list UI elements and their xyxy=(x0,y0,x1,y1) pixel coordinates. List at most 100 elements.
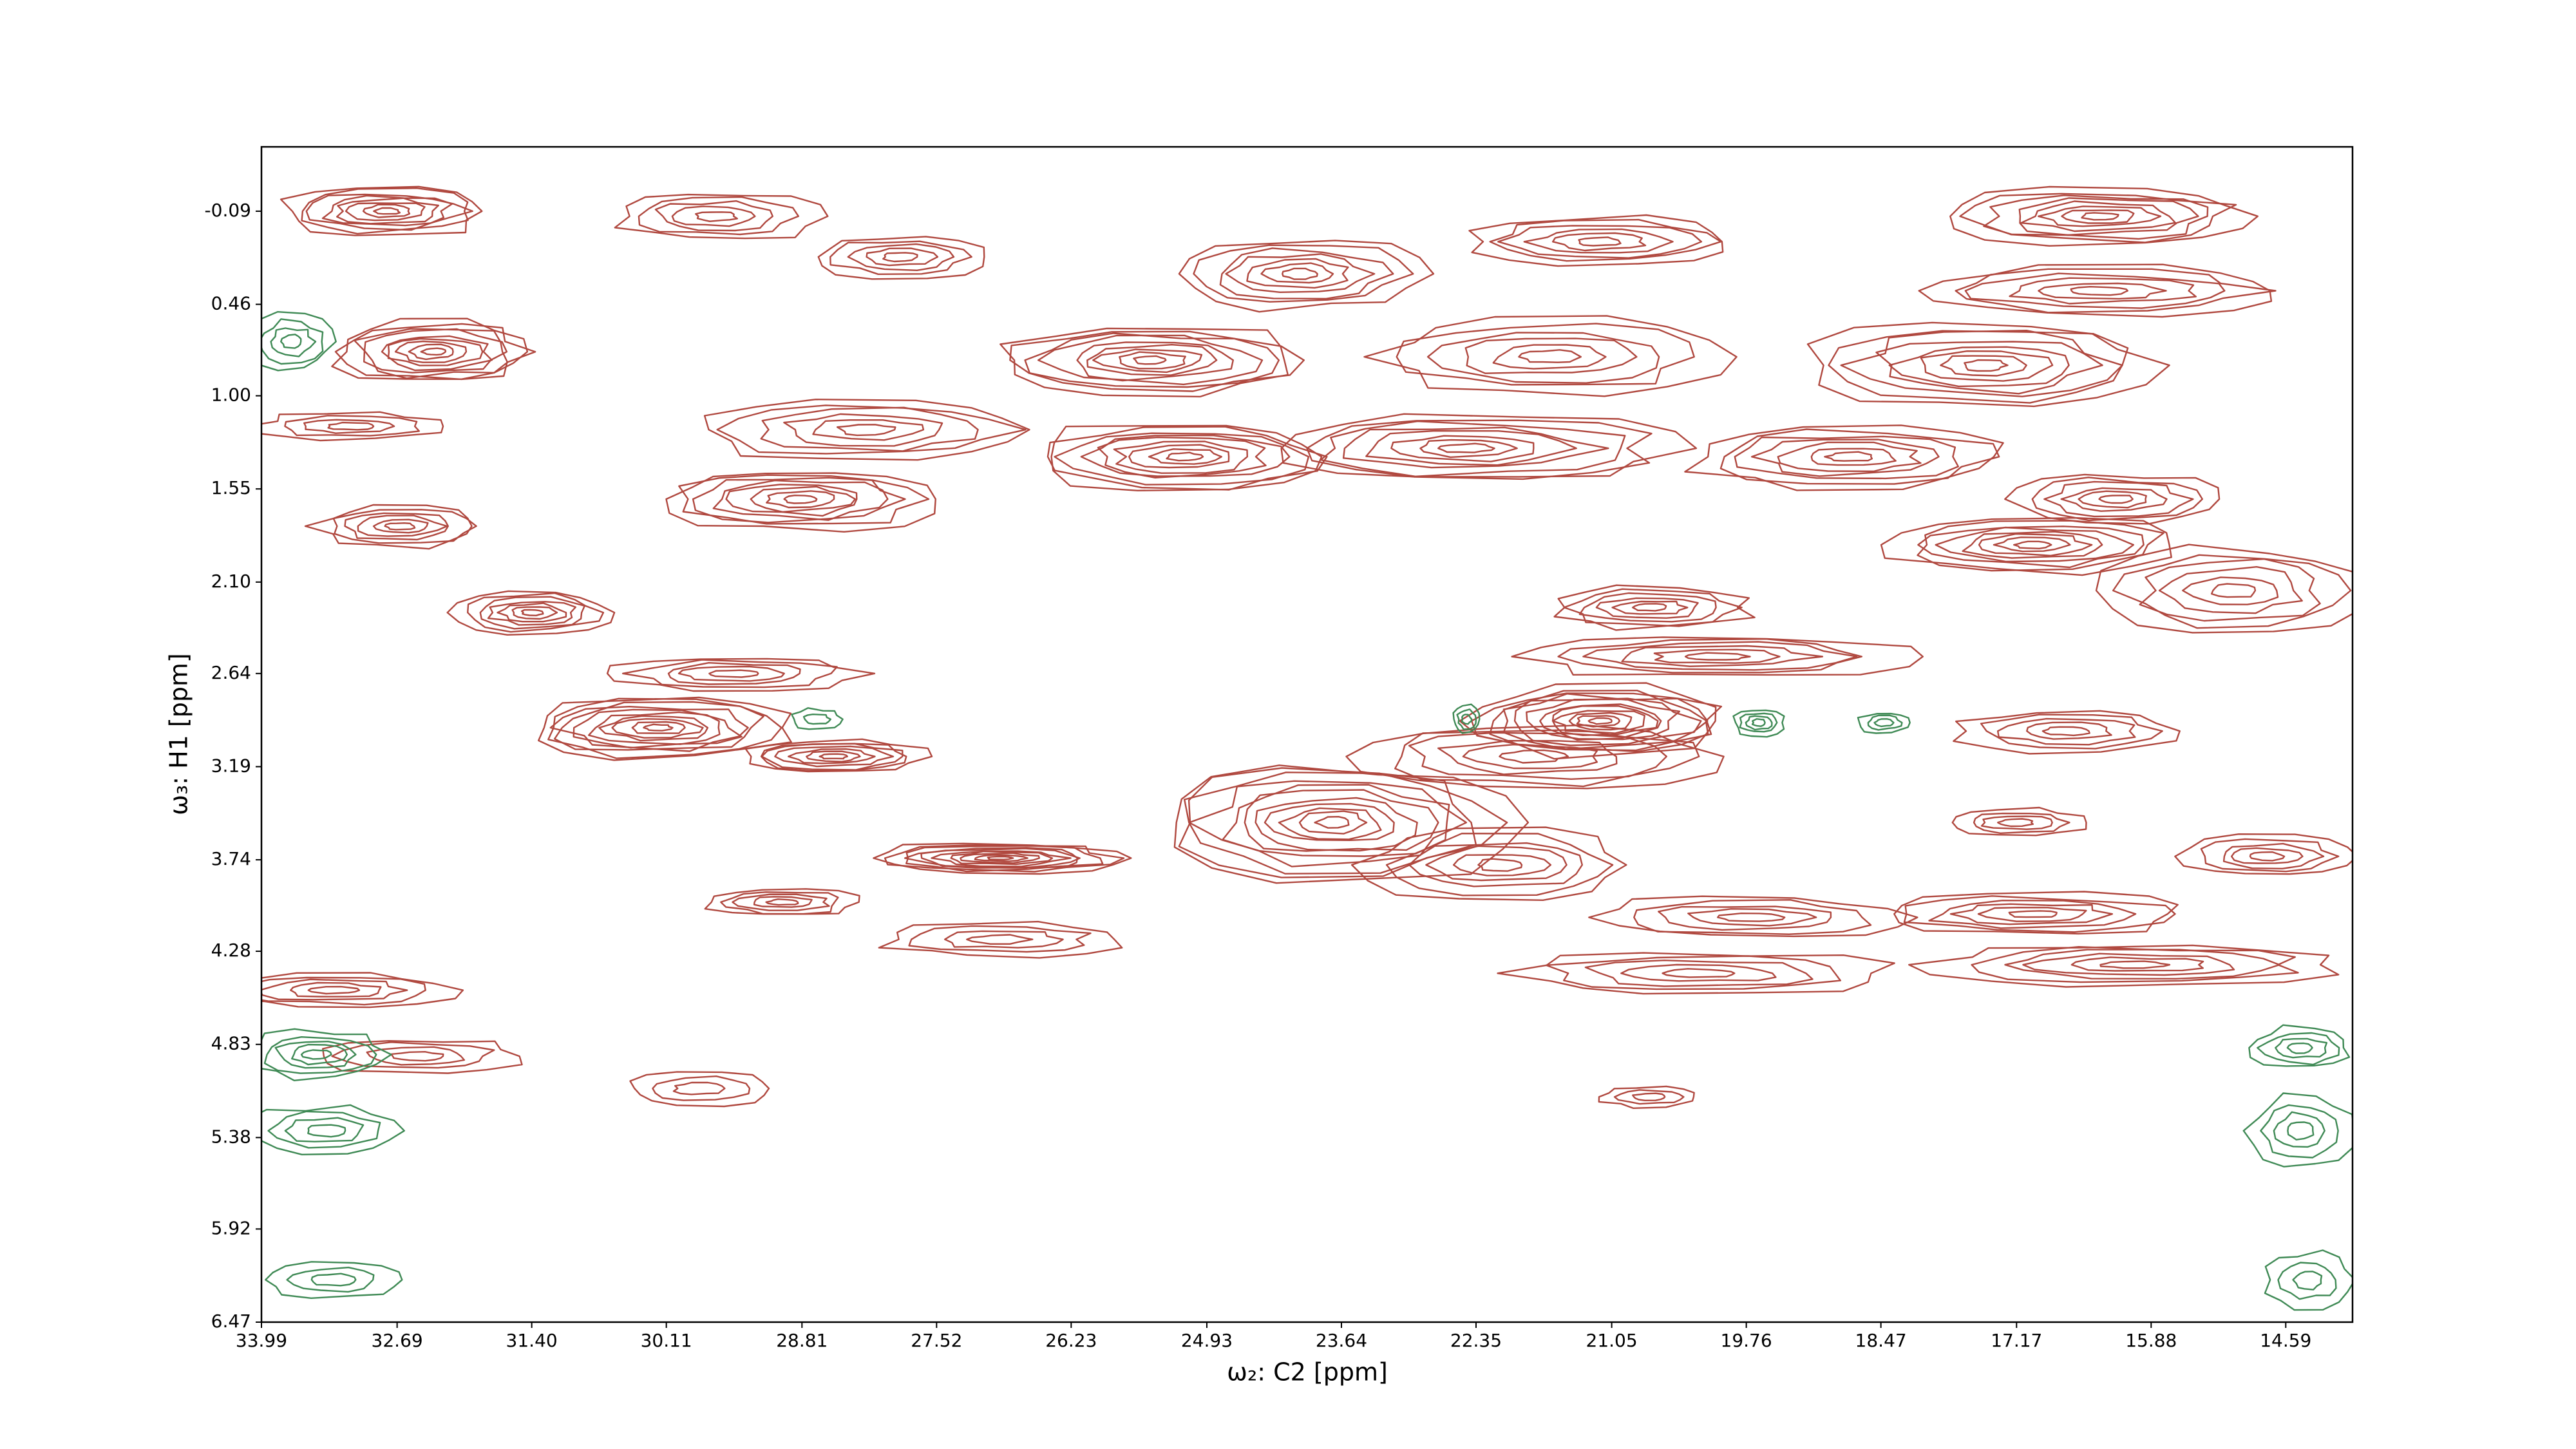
contour-level xyxy=(766,490,835,509)
contour-level xyxy=(1888,346,2070,388)
contour-level xyxy=(290,981,382,998)
x-tick-label: 18.47 xyxy=(1855,1330,1907,1351)
contour-level xyxy=(1511,636,1924,676)
contour-level xyxy=(1632,1092,1666,1102)
contour-level xyxy=(1964,272,2226,309)
contour-level xyxy=(1810,448,1897,466)
x-tick-label: 19.76 xyxy=(1721,1330,1772,1351)
contour-level xyxy=(1980,714,2163,750)
contour-level xyxy=(1097,436,1267,478)
contour-level xyxy=(1526,698,1681,741)
x-tick-label: 27.52 xyxy=(911,1330,962,1351)
contour-level xyxy=(1408,842,1584,887)
contour-level xyxy=(819,753,849,760)
contour-level xyxy=(1620,963,1777,982)
contour-level xyxy=(2277,1262,2337,1300)
contour-level xyxy=(373,207,401,215)
contour-level xyxy=(1461,714,1473,725)
contour-level xyxy=(511,606,558,620)
contour-level xyxy=(1553,584,1756,631)
contour-level xyxy=(1824,451,1873,462)
contour-level xyxy=(931,850,1072,867)
contour-level xyxy=(420,347,447,356)
contour-level xyxy=(1978,533,2093,556)
contour-level xyxy=(284,1117,365,1142)
contour-level xyxy=(1086,344,1218,376)
contour-level xyxy=(261,1104,405,1156)
contour-level xyxy=(1173,764,1530,884)
contour-level xyxy=(1949,903,2114,925)
contour-level xyxy=(1477,858,1523,872)
contour-level xyxy=(322,1039,523,1074)
contour-level xyxy=(999,327,1289,398)
contour-level xyxy=(2038,282,2167,300)
y-tick-label: -0.09 xyxy=(205,200,251,221)
contour-level xyxy=(829,240,972,275)
contour-level xyxy=(950,850,1054,866)
contour-level xyxy=(554,701,764,751)
contour-level xyxy=(598,715,709,742)
contour-level xyxy=(908,925,1092,953)
contour-level xyxy=(1518,349,1582,363)
contour-level xyxy=(1523,228,1674,254)
contour-level xyxy=(2098,495,2134,504)
contour-level xyxy=(765,898,799,906)
contour-level xyxy=(1425,845,1567,882)
contour-level xyxy=(1935,526,2135,563)
contour-level xyxy=(943,930,1064,949)
contour-level xyxy=(1875,341,2103,395)
contour-level xyxy=(1917,526,2145,569)
contour-level xyxy=(2022,952,2235,976)
contour-level xyxy=(1452,854,1552,876)
contour-level xyxy=(1750,439,1940,477)
contour-level xyxy=(2043,480,2194,518)
contour-level xyxy=(336,197,439,225)
contour-level xyxy=(1949,185,2259,247)
contour-level xyxy=(372,518,429,534)
contour-level xyxy=(305,193,473,231)
contour-level xyxy=(1545,955,1842,990)
contour-level xyxy=(1246,258,1349,289)
contour-level xyxy=(1880,517,2172,576)
contour-level xyxy=(783,495,818,504)
contour-level xyxy=(2249,851,2286,862)
contour-level xyxy=(2070,286,2129,296)
contour-level xyxy=(354,328,509,379)
contour-level xyxy=(2081,212,2119,221)
contour-level xyxy=(387,337,484,366)
contour-level xyxy=(1732,709,1785,738)
contour-level xyxy=(2287,1121,2315,1141)
y-tick-label: 3.19 xyxy=(211,755,251,776)
contour-level xyxy=(1867,714,1903,731)
contour-level xyxy=(878,920,1123,959)
contour-level xyxy=(1631,603,1667,612)
contour-level xyxy=(384,522,416,531)
contour-level xyxy=(1298,810,1368,835)
contour-level xyxy=(712,479,889,521)
contour-level xyxy=(783,413,943,447)
contour-level xyxy=(1278,807,1382,840)
y-tick-label: 1.55 xyxy=(211,477,251,498)
contour-level xyxy=(2182,576,2279,605)
contour-level xyxy=(2031,477,2204,522)
x-tick-label: 31.40 xyxy=(506,1330,558,1351)
contour-level xyxy=(497,602,567,623)
contour-level xyxy=(291,1043,348,1066)
y-tick-label: 1.00 xyxy=(211,384,251,406)
contour-level xyxy=(708,669,759,678)
contour-level xyxy=(2061,209,2135,224)
contour-level xyxy=(744,738,933,773)
contour-level xyxy=(1390,435,1535,462)
contour-level xyxy=(787,748,876,764)
contour-level xyxy=(307,1124,346,1138)
contour-level xyxy=(1587,717,1613,725)
contour-level xyxy=(487,601,576,626)
contour-level xyxy=(1408,732,1668,781)
contour-level xyxy=(1971,945,2299,983)
contour-level xyxy=(704,888,860,915)
contour-level xyxy=(2095,544,2353,634)
contour-level xyxy=(1962,531,2103,559)
y-tick-label: 2.10 xyxy=(211,571,251,592)
contour-level xyxy=(716,404,1027,455)
contour-level xyxy=(2275,1037,2328,1059)
